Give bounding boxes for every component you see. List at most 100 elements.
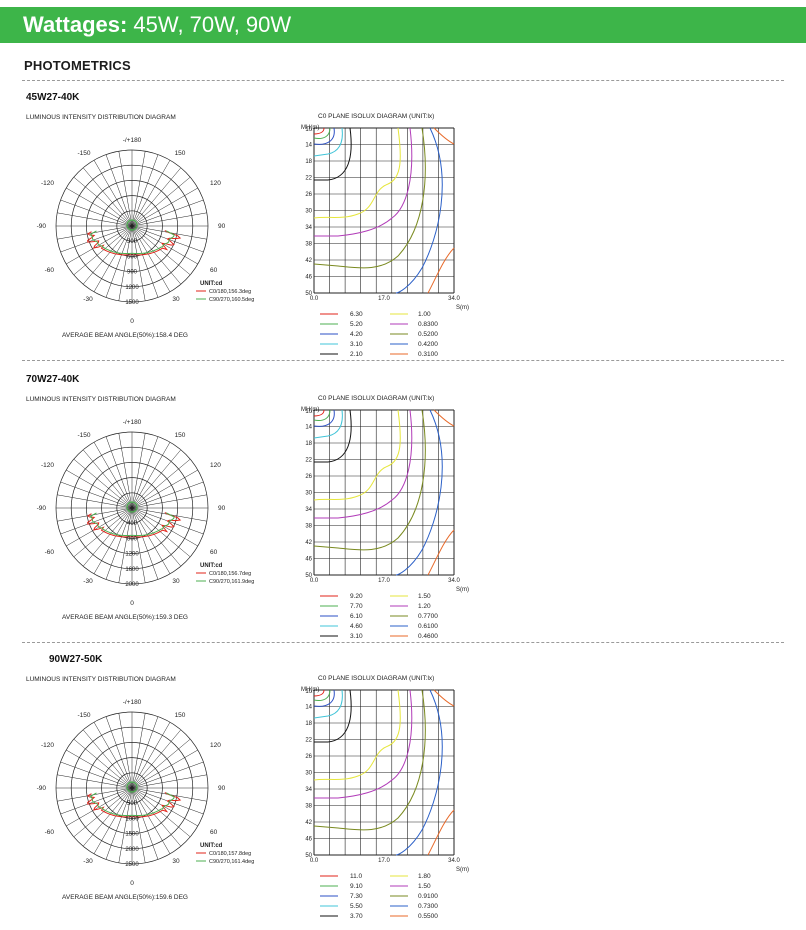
c0-curve (86, 512, 182, 538)
legend-c90: C90/270,161.9deg (209, 579, 254, 585)
isolux-contour (314, 127, 352, 181)
isolux-caption: C0 PLANE ISOLUX DIAGRAM (UNIT:lx) (318, 395, 435, 402)
angle-label: 150 (175, 712, 186, 719)
polar-spoke (57, 774, 133, 789)
polar-spoke (131, 151, 146, 227)
c90-curve (89, 230, 175, 254)
isolux-contour (313, 689, 401, 781)
angle-label: 30 (172, 858, 180, 865)
isolux-y-tick: 50 (305, 853, 312, 859)
angle-label: -120 (41, 462, 54, 469)
polar-spoke (93, 160, 133, 227)
isolux-diagram: MH(m)10 14 18 22 26 30 34 38 42 46 500.0 17.0 34.0 S(… (301, 687, 469, 920)
isolux-contour (433, 689, 455, 707)
polar-spoke (57, 212, 133, 227)
c0-curve (86, 230, 182, 256)
angle-label: -60 (45, 829, 55, 836)
c90-curve (89, 512, 175, 536)
isolux-contour (314, 409, 413, 519)
angle-label: 120 (210, 462, 221, 469)
isolux-y-tick: 26 (305, 754, 312, 760)
isolux-y-tick: 30 (305, 491, 312, 497)
polar-spoke (66, 469, 133, 509)
isolux-y-tick: 34 (305, 787, 312, 793)
ring-label: 1500 (125, 300, 139, 306)
polar-spoke (131, 225, 159, 298)
polar-spoke (57, 787, 133, 802)
isolux-legend-value: 9.20 (350, 593, 363, 600)
polar-spoke (131, 787, 182, 847)
isolux-x-tick: 17.0 (378, 296, 390, 302)
polar-spoke (60, 481, 133, 509)
banner-title: Wattages: 45W, 70W, 90W (23, 11, 291, 39)
polar-spoke (118, 225, 133, 301)
polar-spoke (60, 225, 133, 253)
polar-spoke (57, 494, 133, 509)
isolux-contour (313, 689, 426, 831)
upward-lobe (126, 781, 138, 793)
isolux-y-tick: 18 (305, 721, 312, 727)
legend-c0: C0/180,156.3deg (209, 289, 251, 295)
isolux-legend-value: 6.30 (350, 311, 363, 318)
polar-spoke (131, 787, 191, 838)
isolux-y-tick: 34 (305, 507, 312, 513)
isolux-contour (427, 529, 455, 576)
isolux-contour (433, 409, 455, 427)
c90-curve (89, 792, 175, 816)
isolux-contour (313, 409, 325, 417)
isolux-diagram: MH(m)10 14 18 22 26 30 34 38 42 46 500.0 17.0 34.0 S(… (301, 407, 469, 640)
polar-spoke (93, 507, 133, 574)
isolux-contour (313, 409, 335, 427)
isolux-contour (313, 127, 401, 219)
isolux-x-label: S(m) (456, 587, 469, 593)
angle-label: -60 (45, 549, 55, 556)
isolux-legend-value: 0.4600 (418, 633, 438, 640)
isolux-y-tick: 10 (305, 689, 312, 695)
angle-label: -90 (37, 505, 47, 512)
isolux-legend-value: 2.10 (350, 351, 363, 358)
isolux-y-tick: 26 (305, 474, 312, 480)
isolux-legend-value: 0.7300 (418, 903, 438, 910)
model-name: 90W27-50K (49, 654, 103, 665)
angle-label: -30 (83, 578, 93, 585)
beam-angle-note: AVERAGE BEAM ANGLE(50%):159.3 DEG (62, 614, 188, 621)
polar-spoke (131, 167, 182, 227)
angle-label: -120 (41, 742, 54, 749)
polar-spoke (57, 225, 133, 240)
polar-spoke (82, 729, 133, 789)
isolux-y-tick: 14 (305, 705, 312, 711)
angle-label: 0 (130, 318, 134, 325)
isolux-y-tick: 50 (305, 573, 312, 579)
c0-curve (86, 792, 182, 818)
isolux-y-tick: 10 (305, 409, 312, 415)
angle-label: 60 (210, 267, 218, 274)
ring-label: 1000 (125, 816, 139, 822)
product-block: 90W27-50K LUMINOUS INTENSITY DISTRIBUTION… (0, 650, 806, 930)
angle-label: -/+180 (123, 419, 142, 426)
polar-spoke (131, 507, 182, 567)
isolux-contour (313, 127, 331, 139)
polar-spoke (118, 433, 133, 509)
isolux-contour (314, 409, 352, 463)
angle-label: 0 (130, 600, 134, 607)
isolux-y-tick: 30 (305, 771, 312, 777)
polar-spoke (73, 787, 133, 838)
angle-label: -/+180 (123, 699, 142, 706)
isolux-contour (313, 127, 325, 135)
polar-spoke (105, 716, 133, 789)
polar-spoke (131, 436, 159, 509)
isolux-legend-value: 7.70 (350, 603, 363, 610)
isolux-contour (313, 689, 335, 707)
polar-caption: LUMINOUS INTENSITY DISTRIBUTION DIAGRAM (26, 114, 176, 121)
polar-spoke (131, 154, 159, 227)
isolux-contour (314, 127, 413, 237)
unit-label: UNIT:cd (200, 563, 223, 569)
isolux-y-tick: 26 (305, 192, 312, 198)
polar-spoke (105, 154, 133, 227)
polar-spoke (60, 787, 133, 815)
isolux-contour (313, 127, 426, 269)
polar-spoke (131, 187, 198, 227)
polar-spoke (105, 225, 133, 298)
angle-label: 60 (210, 829, 218, 836)
polar-spoke (73, 738, 133, 789)
